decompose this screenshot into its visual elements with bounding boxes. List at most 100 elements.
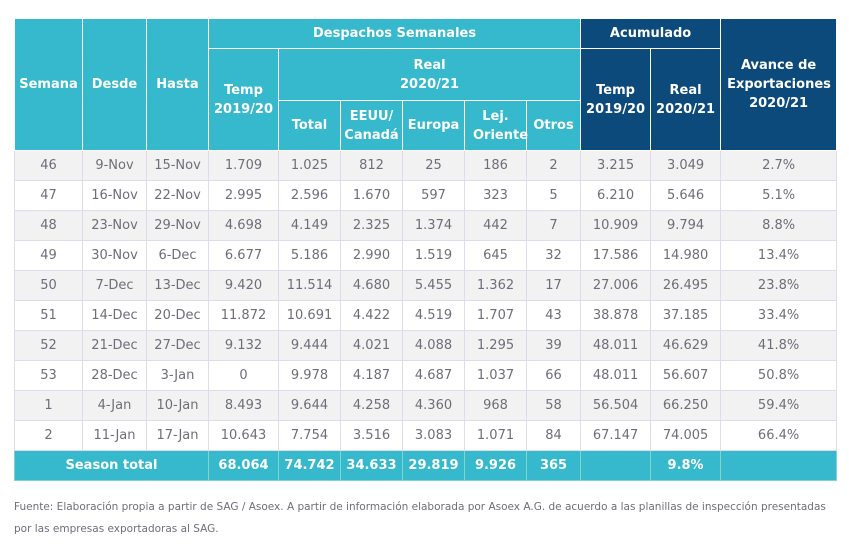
season-total-row: Season total 68.064 74.742 34.633 29.819 9.92…: [14, 450, 838, 481]
table-cell: 25: [402, 150, 465, 181]
table-cell: 3.049: [650, 150, 722, 181]
table-cell: 442: [464, 210, 527, 241]
table-cell: 8.8%: [720, 210, 838, 241]
table-cell: 43: [525, 300, 582, 331]
table-cell: 186: [464, 150, 527, 181]
season-total-cell: [580, 450, 652, 481]
table-cell: 9.644: [278, 390, 341, 421]
table-cell: 3-Jan: [146, 360, 209, 391]
table-cell: 2.995: [208, 180, 279, 211]
table-row: 47 16-Nov 22-Nov 2.995 2.596 1.670 597 323 5 6.21…: [14, 180, 838, 211]
table-cell: 9.978: [278, 360, 341, 391]
table-cell: 66: [525, 360, 582, 391]
table-cell: 3.083: [402, 420, 465, 451]
table-cell: 14-Dec: [82, 300, 147, 331]
table-cell: 1.025: [278, 150, 341, 181]
season-total-label: Season total: [14, 450, 209, 481]
table-cell: 323: [464, 180, 527, 211]
table-cell: 6-Dec: [146, 240, 209, 271]
table-cell: 1: [14, 390, 83, 421]
table-cell: 30-Nov: [82, 240, 147, 271]
table-cell: 11.872: [208, 300, 279, 331]
table-cell: 0: [208, 360, 279, 391]
table-cell: 9-Nov: [82, 150, 147, 181]
table-cell: 4.680: [340, 270, 403, 301]
season-total-cell: 74.742: [278, 450, 341, 481]
table-cell: 39: [525, 330, 582, 361]
table-cell: 27.006: [580, 270, 652, 301]
table-cell: 17: [525, 270, 582, 301]
header-despachos: Despachos Semanales: [207, 18, 582, 49]
table-cell: 5.646: [650, 180, 722, 211]
table-cell: 7.754: [278, 420, 341, 451]
table-cell: 9.132: [208, 330, 279, 361]
table-cell: 10.691: [278, 300, 341, 331]
table-cell: 6.210: [580, 180, 652, 211]
table-cell: 2.7%: [720, 150, 838, 181]
table-cell: 8.493: [208, 390, 279, 421]
table-cell: 7: [525, 210, 582, 241]
table-cell: 22-Nov: [146, 180, 209, 211]
table-cell: 4.687: [402, 360, 465, 391]
header-real: Real 2020/21: [277, 48, 582, 101]
table-cell: 15-Nov: [146, 150, 209, 181]
table-row: 49 30-Nov 6-Dec 6.677 5.186 2.990 1.519 645 32 17…: [14, 240, 838, 271]
table-cell: 2.596: [278, 180, 341, 211]
table-cell: 32: [525, 240, 582, 271]
header-total: Total: [278, 100, 341, 151]
table-cell: 17-Jan: [146, 420, 209, 451]
table-cell: 23.8%: [720, 270, 838, 301]
table-cell: 28-Dec: [82, 360, 147, 391]
table-cell: 53: [14, 360, 83, 391]
table-row: 53 28-Dec 3-Jan 0 9.978 4.187 4.687 1.037 66 48.0…: [14, 360, 838, 391]
table-cell: 6.677: [208, 240, 279, 271]
table-cell: 597: [402, 180, 465, 211]
table-cell: 49: [14, 240, 83, 271]
table-cell: 50.8%: [720, 360, 838, 391]
table-cell: 29-Nov: [146, 210, 209, 241]
table-cell: 56.504: [580, 390, 652, 421]
table-cell: 1.037: [464, 360, 527, 391]
table-cell: 812: [340, 150, 403, 181]
table-cell: 14.980: [650, 240, 722, 271]
table-cell: 16-Nov: [82, 180, 147, 211]
table-cell: 2.990: [340, 240, 403, 271]
table-cell: 11-Jan: [82, 420, 147, 451]
table-cell: 4.360: [402, 390, 465, 421]
season-total-cell: 365: [525, 450, 582, 481]
table-cell: 48.011: [580, 330, 652, 361]
table-cell: 58: [525, 390, 582, 421]
table-cell: 26.495: [650, 270, 722, 301]
table-cell: 67.147: [580, 420, 652, 451]
season-total-cell: 29.819: [402, 450, 465, 481]
table-cell: 4.021: [340, 330, 403, 361]
table-cell: 41.8%: [720, 330, 838, 361]
table-cell: 59.4%: [720, 390, 838, 421]
table-row: 51 14-Dec 20-Dec 11.872 10.691 4.422 4.519 1.70…: [14, 300, 838, 331]
table-cell: 968: [464, 390, 527, 421]
header-acumulado: Acumulado: [580, 18, 722, 49]
table-cell: 1.374: [402, 210, 465, 241]
table-cell: 1.071: [464, 420, 527, 451]
table-cell: 56.607: [650, 360, 722, 391]
table-cell: 5.186: [278, 240, 341, 271]
table-cell: 21-Dec: [82, 330, 147, 361]
table-cell: 4.422: [340, 300, 403, 331]
table-cell: 1.295: [464, 330, 527, 361]
table-cell: 5.455: [402, 270, 465, 301]
table-cell: 4.088: [402, 330, 465, 361]
table-cell: 5: [525, 180, 582, 211]
table-cell: 645: [464, 240, 527, 271]
table-cell: 84: [525, 420, 582, 451]
table-cell: 3.215: [580, 150, 652, 181]
season-total-cell: 9.8%: [650, 450, 722, 481]
table-cell: 10.909: [580, 210, 652, 241]
table-cell: 27-Dec: [146, 330, 209, 361]
header-otros: Otros: [525, 100, 582, 151]
table-cell: 13-Dec: [146, 270, 209, 301]
header-avance: Avance de Exportaciones 2020/21: [720, 18, 838, 151]
table-cell: 1.670: [340, 180, 403, 211]
table-cell: 66.4%: [720, 420, 838, 451]
table-row: 2 11-Jan 17-Jan 10.643 7.754 3.516 3.083 1.071 8…: [14, 420, 838, 451]
table-cell: 66.250: [650, 390, 722, 421]
